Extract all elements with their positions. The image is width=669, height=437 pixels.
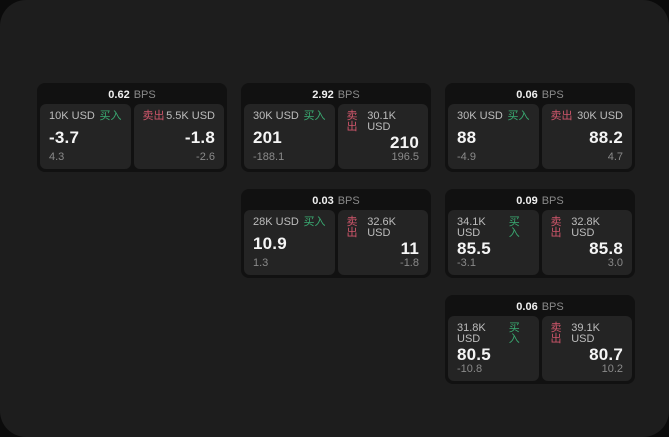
sell-panel[interactable]: 卖出 32.6K USD 11 -1.8 xyxy=(337,210,428,275)
bps-unit-label: BPS xyxy=(337,194,360,207)
sell-sub-value: 196.5 xyxy=(391,151,419,163)
buy-amount: 31.8K USD xyxy=(457,322,486,345)
buy-price: 80.5 xyxy=(457,345,491,364)
bps-value: 0.06 xyxy=(516,88,538,101)
card-body: 31.8K USD 买入 80.5 -10.8 卖出 39.1K USD 80.… xyxy=(448,316,632,381)
card-header: 0.06 BPS xyxy=(448,298,632,316)
card-body: 30K USD 买入 88 -4.9 卖出 30K USD 88.2 4.7 xyxy=(448,104,632,169)
buy-panel[interactable]: 31.8K USD 买入 80.5 -10.8 xyxy=(448,316,539,381)
quote-card: 0.06 BPS 30K USD 买入 88 -4.9 卖出 30K USD xyxy=(445,83,635,172)
card-header: 0.09 BPS xyxy=(448,192,632,210)
sell-amount: 5.5K USD xyxy=(166,110,215,122)
buy-panel[interactable]: 34.1K USD 买入 85.5 -3.1 xyxy=(448,210,539,275)
sell-side-label: 卖出 xyxy=(346,110,358,133)
quote-card: 0.06 BPS 31.8K USD 买入 80.5 -10.8 卖出 39.1… xyxy=(445,295,635,384)
buy-price: 201 xyxy=(253,127,282,147)
bps-value: 0.62 xyxy=(108,88,130,101)
quote-card-grid: 0.62 BPS 10K USD 买入 -3.7 4.3 卖出 5.5K USD xyxy=(37,83,635,384)
sell-sub-value: -2.6 xyxy=(196,151,215,163)
sell-side-label: 卖出 xyxy=(346,216,358,239)
sell-panel[interactable]: 卖出 5.5K USD -1.8 -2.6 xyxy=(133,104,224,169)
buy-sub-value: -10.8 xyxy=(457,363,483,375)
buy-side-label: 买入 xyxy=(508,322,520,345)
buy-price: 88 xyxy=(457,127,477,147)
buy-price: -3.7 xyxy=(49,127,80,147)
bps-unit-label: BPS xyxy=(133,88,156,101)
card-body: 10K USD 买入 -3.7 4.3 卖出 5.5K USD -1.8 -2.… xyxy=(40,104,224,169)
quote-card: 0.62 BPS 10K USD 买入 -3.7 4.3 卖出 5.5K USD xyxy=(37,83,227,172)
bps-value: 0.03 xyxy=(312,194,334,207)
card-body: 28K USD 买入 10.9 1.3 卖出 32.6K USD 11 -1.8 xyxy=(244,210,428,275)
sell-panel[interactable]: 卖出 32.8K USD 85.8 3.0 xyxy=(541,210,632,275)
bps-unit-label: BPS xyxy=(541,88,564,101)
sell-price: 210 xyxy=(390,133,419,152)
sell-sub-value: 3.0 xyxy=(607,257,623,269)
buy-sub-value: -4.9 xyxy=(457,151,476,163)
sell-panel[interactable]: 卖出 30.1K USD 210 196.5 xyxy=(337,104,428,169)
sell-price: 80.7 xyxy=(589,345,623,364)
buy-panel[interactable]: 30K USD 买入 88 -4.9 xyxy=(448,104,539,169)
sell-panel[interactable]: 卖出 39.1K USD 80.7 10.2 xyxy=(541,316,632,381)
buy-panel[interactable]: 10K USD 买入 -3.7 4.3 xyxy=(40,104,131,169)
bps-value: 0.09 xyxy=(516,194,538,207)
sell-side-label: 卖出 xyxy=(550,110,573,122)
quote-card: 0.03 BPS 28K USD 买入 10.9 1.3 卖出 32.6K US… xyxy=(241,189,431,278)
card-header: 0.06 BPS xyxy=(448,86,632,104)
buy-sub-value: -188.1 xyxy=(253,151,285,163)
buy-panel[interactable]: 30K USD 买入 201 -188.1 xyxy=(244,104,335,169)
card-header: 2.92 BPS xyxy=(244,86,428,104)
card-header: 0.03 BPS xyxy=(244,192,428,210)
buy-amount: 10K USD xyxy=(49,110,95,122)
buy-amount: 34.1K USD xyxy=(457,216,486,239)
bps-value: 0.06 xyxy=(516,300,538,313)
bps-unit-label: BPS xyxy=(337,88,360,101)
sell-price: -1.8 xyxy=(184,127,215,147)
sell-amount: 30.1K USD xyxy=(367,110,396,133)
buy-price: 10.9 xyxy=(253,233,287,253)
buy-price: 85.5 xyxy=(457,239,491,258)
quote-card: 0.09 BPS 34.1K USD 买入 85.5 -3.1 卖出 32.8K… xyxy=(445,189,635,278)
buy-side-label: 买入 xyxy=(303,110,326,122)
sell-side-label: 卖出 xyxy=(550,216,562,239)
bps-unit-label: BPS xyxy=(541,300,564,313)
sell-amount: 30K USD xyxy=(577,110,623,122)
sell-sub-value: 10.2 xyxy=(601,363,623,375)
sell-amount: 32.8K USD xyxy=(571,216,600,239)
buy-side-label: 买入 xyxy=(508,216,520,239)
sell-side-label: 卖出 xyxy=(142,110,165,122)
sell-panel[interactable]: 卖出 30K USD 88.2 4.7 xyxy=(541,104,632,169)
sell-amount: 39.1K USD xyxy=(571,322,600,345)
sell-sub-value: -1.8 xyxy=(400,257,419,269)
buy-side-label: 买入 xyxy=(99,110,122,122)
quote-card: 2.92 BPS 30K USD 买入 201 -188.1 卖出 30.1K … xyxy=(241,83,431,172)
sell-sub-value: 4.7 xyxy=(607,151,623,163)
card-header: 0.62 BPS xyxy=(40,86,224,104)
buy-side-label: 买入 xyxy=(507,110,530,122)
buy-side-label: 买入 xyxy=(303,216,326,228)
buy-amount: 30K USD xyxy=(253,110,299,122)
buy-panel[interactable]: 28K USD 买入 10.9 1.3 xyxy=(244,210,335,275)
sell-price: 85.8 xyxy=(589,239,623,258)
card-body: 30K USD 买入 201 -188.1 卖出 30.1K USD 210 1… xyxy=(244,104,428,169)
card-body: 34.1K USD 买入 85.5 -3.1 卖出 32.8K USD 85.8… xyxy=(448,210,632,275)
sell-amount: 32.6K USD xyxy=(367,216,396,239)
sell-side-label: 卖出 xyxy=(550,322,562,345)
buy-amount: 30K USD xyxy=(457,110,503,122)
bps-value: 2.92 xyxy=(312,88,334,101)
bps-unit-label: BPS xyxy=(541,194,564,207)
buy-amount: 28K USD xyxy=(253,216,299,228)
sell-price: 88.2 xyxy=(589,127,623,147)
buy-sub-value: 4.3 xyxy=(49,151,65,163)
buy-sub-value: -3.1 xyxy=(457,257,476,269)
buy-sub-value: 1.3 xyxy=(253,257,269,269)
sell-price: 11 xyxy=(400,239,419,258)
